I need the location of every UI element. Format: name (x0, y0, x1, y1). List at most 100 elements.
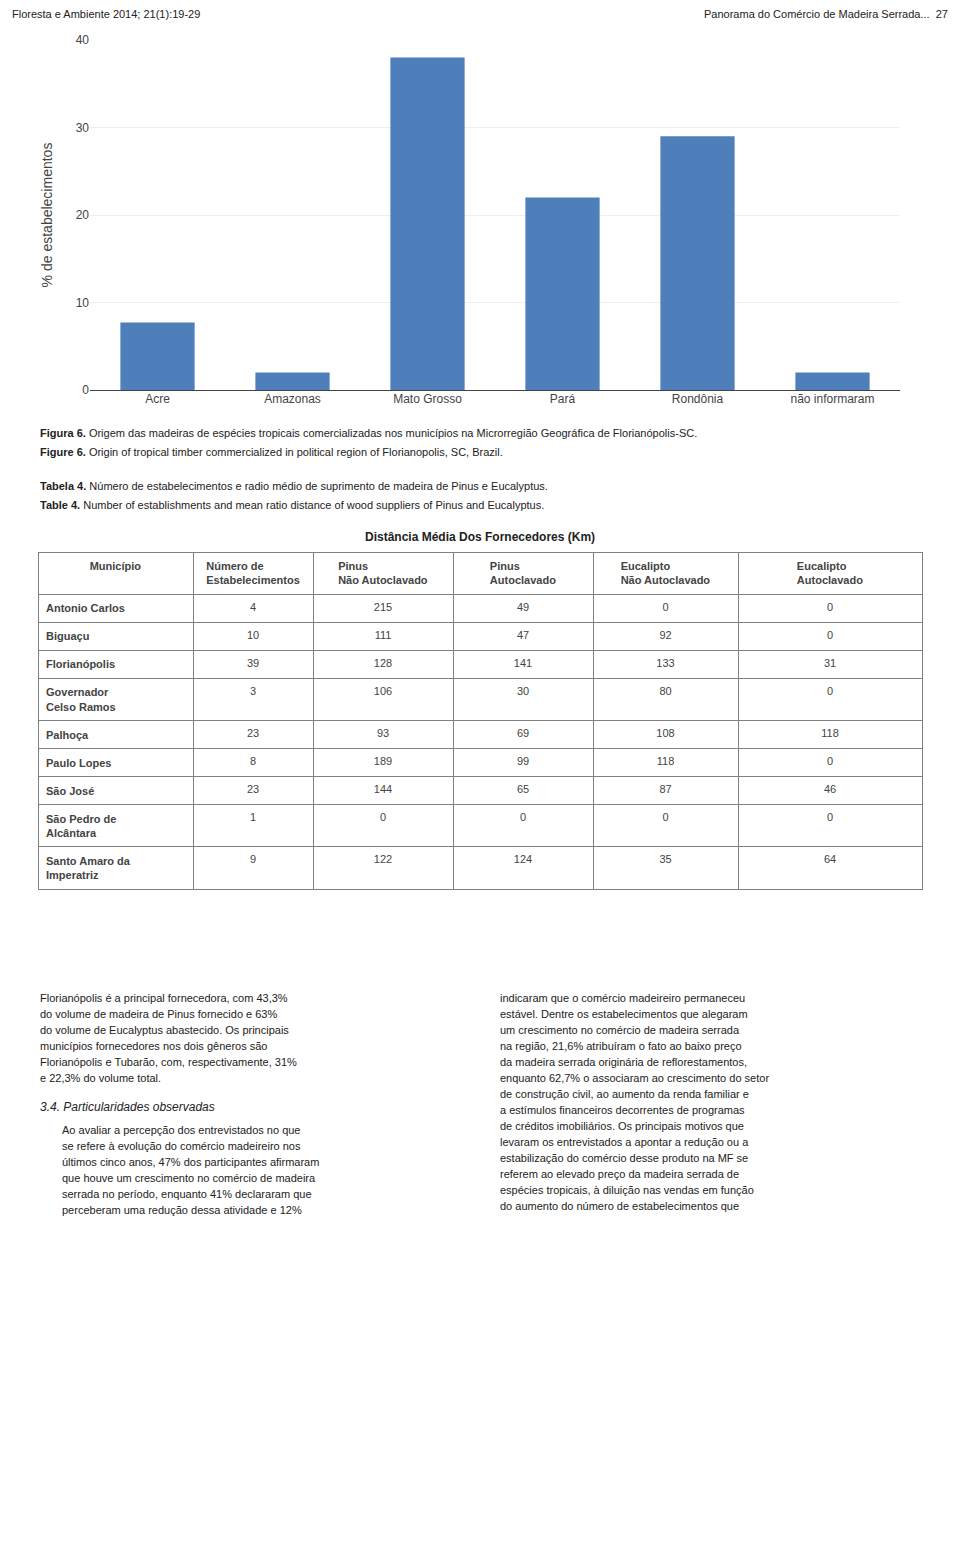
svg-text:23: 23 (247, 783, 259, 795)
svg-text:0: 0 (827, 685, 833, 697)
svg-text:Número deEstabelecimentos: Número deEstabelecimentos (206, 560, 300, 586)
svg-text:Palhoça: Palhoça (46, 729, 89, 741)
svg-text:20: 20 (76, 208, 90, 222)
svg-text:122: 122 (374, 853, 392, 865)
svg-text:de construção civil, ao aument: de construção civil, ao aumento da renda… (500, 1088, 749, 1100)
svg-text:0: 0 (520, 811, 526, 823)
svg-text:128: 128 (374, 657, 392, 669)
svg-text:92: 92 (659, 629, 671, 641)
svg-text:31: 31 (824, 657, 836, 669)
svg-text:0: 0 (662, 601, 668, 613)
svg-text:a estímulos financeiros decorr: a estímulos financeiros decorrentes de p… (500, 1104, 745, 1116)
svg-text:Figure 6. Origin of tropical t: Figure 6. Origin of tropical timber comm… (40, 446, 503, 458)
svg-text:39: 39 (247, 657, 259, 669)
svg-text:47: 47 (517, 629, 529, 641)
svg-text:93: 93 (377, 727, 389, 739)
svg-text:0: 0 (827, 601, 833, 613)
svg-text:estabilização do comércio dess: estabilização do comércio desse produto … (500, 1152, 748, 1164)
svg-text:10: 10 (247, 629, 259, 641)
svg-text:Santo Amaro daImperatriz: Santo Amaro daImperatriz (46, 855, 131, 881)
svg-text:Acre: Acre (145, 392, 170, 406)
svg-text:0: 0 (662, 811, 668, 823)
svg-text:Distância Média Dos Fornecedor: Distância Média Dos Fornecedores (Km) (365, 530, 595, 544)
svg-text:Antonio Carlos: Antonio Carlos (46, 602, 125, 614)
svg-text:Panorama do Comércio de Madeir: Panorama do Comércio de Madeira Serrada.… (704, 8, 948, 20)
svg-text:São José: São José (46, 785, 94, 797)
svg-text:do volume de madeira de Pinus: do volume de madeira de Pinus fornecido … (40, 1008, 277, 1020)
svg-text:87: 87 (659, 783, 671, 795)
svg-text:% de estabelecimentos: % de estabelecimentos (39, 143, 55, 288)
svg-text:e 22,3% do volume total.: e 22,3% do volume total. (40, 1072, 161, 1084)
svg-text:Ao avaliar a percepção dos ent: Ao avaliar a percepção dos entrevistados… (62, 1124, 301, 1136)
svg-text:do volume de Eucalyptus abaste: do volume de Eucalyptus abastecido. Os p… (40, 1024, 289, 1036)
svg-text:0: 0 (82, 383, 89, 397)
svg-text:espécies tropicais, à diluição: espécies tropicais, à diluição nas venda… (500, 1184, 754, 1196)
svg-text:65: 65 (517, 783, 529, 795)
svg-text:Florianópolis é a principal fo: Florianópolis é a principal fornecedora,… (40, 992, 288, 1004)
svg-text:não informaram: não informaram (790, 392, 874, 406)
svg-text:0: 0 (827, 811, 833, 823)
svg-text:Table 4. Number of establishme: Table 4. Number of establishments and me… (40, 499, 544, 511)
svg-text:30: 30 (76, 121, 90, 135)
svg-text:Florianópolis: Florianópolis (46, 658, 115, 670)
svg-text:124: 124 (514, 853, 532, 865)
svg-text:se refere à evolução do comérc: se refere à evolução do comércio madeire… (62, 1140, 301, 1152)
svg-text:Biguaçu: Biguaçu (46, 630, 89, 642)
svg-text:46: 46 (824, 783, 836, 795)
svg-text:0: 0 (827, 755, 833, 767)
svg-text:São Pedro deAlcântara: São Pedro deAlcântara (46, 813, 116, 839)
svg-text:um crescimento no comércio de: um crescimento no comércio de madeira se… (500, 1024, 740, 1036)
svg-text:Paulo Lopes: Paulo Lopes (46, 757, 111, 769)
svg-text:EucaliptoAutoclavado: EucaliptoAutoclavado (797, 560, 863, 586)
svg-text:PinusAutoclavado: PinusAutoclavado (490, 560, 556, 586)
svg-text:na região, 21,6% atribuíram o: na região, 21,6% atribuíram o fato ao ba… (500, 1040, 742, 1052)
svg-text:23: 23 (247, 727, 259, 739)
svg-text:últimos cinco anos, 47% dos pa: últimos cinco anos, 47% dos participante… (62, 1156, 319, 1168)
svg-text:estável. Dentre os estabelecim: estável. Dentre os estabelecimentos que … (500, 1008, 748, 1020)
svg-text:108: 108 (656, 727, 674, 739)
svg-text:referem ao elevado preço da ma: referem ao elevado preço da madeira serr… (500, 1168, 739, 1180)
svg-text:Florianópolis e Tubarão, com,: Florianópolis e Tubarão, com, respectiva… (40, 1056, 297, 1068)
svg-text:0: 0 (380, 811, 386, 823)
svg-text:EucaliptoNão Autoclavado: EucaliptoNão Autoclavado (621, 560, 711, 586)
svg-text:189: 189 (374, 755, 392, 767)
svg-text:111: 111 (375, 629, 392, 641)
svg-text:133: 133 (656, 657, 674, 669)
svg-text:35: 35 (659, 853, 671, 865)
svg-text:215: 215 (374, 601, 392, 613)
svg-text:Floresta e Ambiente 2014; 21(1: Floresta e Ambiente 2014; 21(1):19-29 (12, 8, 200, 20)
svg-text:64: 64 (824, 853, 836, 865)
svg-text:levaram os entrevistados a apo: levaram os entrevistados a apontar a red… (500, 1136, 749, 1148)
svg-text:Figura 6. Origem das madeiras: Figura 6. Origem das madeiras de espécie… (40, 427, 697, 439)
svg-text:da madeira serrada originária: da madeira serrada originária de reflore… (500, 1056, 747, 1068)
svg-text:9: 9 (250, 853, 256, 865)
svg-text:49: 49 (517, 601, 529, 613)
svg-text:municípios fornecedores nos do: municípios fornecedores nos dois gêneros… (40, 1040, 267, 1052)
svg-text:106: 106 (374, 685, 392, 697)
svg-text:indicaram que o comércio madei: indicaram que o comércio madeireiro perm… (500, 992, 745, 1004)
svg-text:GovernadorCelso Ramos: GovernadorCelso Ramos (46, 686, 116, 712)
svg-text:de créditos imobiliários. Os p: de créditos imobiliários. Os principais … (500, 1120, 744, 1132)
svg-text:Rondônia: Rondônia (672, 392, 724, 406)
svg-text:141: 141 (514, 657, 532, 669)
svg-text:80: 80 (659, 685, 671, 697)
svg-text:PinusNão Autoclavado: PinusNão Autoclavado (338, 560, 428, 586)
svg-text:Pará: Pará (550, 392, 576, 406)
svg-text:do aumento do número de estabe: do aumento do número de estabelecimentos… (500, 1200, 739, 1212)
svg-text:perceberam uma redução dessa a: perceberam uma redução dessa atividade e… (62, 1204, 302, 1216)
svg-text:8: 8 (250, 755, 256, 767)
svg-text:Município: Município (90, 560, 142, 572)
svg-text:Mato Grosso: Mato Grosso (393, 392, 462, 406)
svg-text:Amazonas: Amazonas (264, 392, 321, 406)
svg-text:118: 118 (657, 755, 675, 767)
svg-text:118: 118 (821, 727, 839, 739)
svg-text:144: 144 (374, 783, 392, 795)
svg-text:99: 99 (517, 755, 529, 767)
svg-text:30: 30 (517, 685, 529, 697)
svg-text:1: 1 (250, 811, 256, 823)
svg-text:10: 10 (76, 296, 90, 310)
svg-text:3: 3 (250, 685, 256, 697)
svg-text:69: 69 (517, 727, 529, 739)
svg-text:Tabela 4. Número de estabeleci: Tabela 4. Número de estabelecimentos e r… (40, 480, 548, 492)
svg-text:0: 0 (827, 629, 833, 641)
